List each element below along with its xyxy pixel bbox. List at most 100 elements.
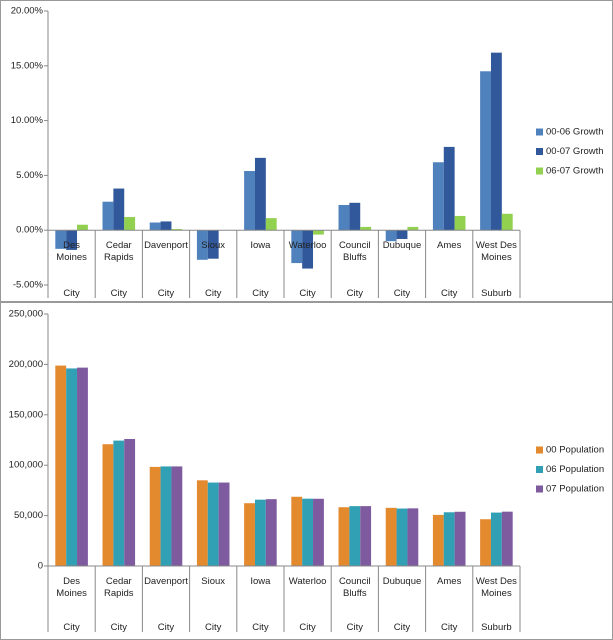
bar	[102, 201, 114, 231]
group-label: City	[346, 288, 363, 299]
bar	[349, 506, 361, 566]
y-tick-label: 5.00%	[16, 170, 43, 181]
group-label: City	[157, 622, 175, 633]
legend-label: 06-07 Growth	[546, 166, 604, 177]
group-label: City	[252, 288, 269, 299]
bar	[302, 230, 314, 269]
bar	[407, 226, 419, 231]
bar	[291, 230, 303, 264]
x-tick-label: Davenport	[144, 240, 188, 251]
group-label: Suburb	[481, 288, 512, 299]
group-label: Suburb	[481, 622, 512, 633]
x-tick-label: Waterloo	[288, 240, 327, 251]
bar	[171, 229, 183, 231]
legend-label: 00-07 Growth	[546, 146, 604, 157]
bar	[396, 230, 408, 239]
x-tick-label: Dubuque	[382, 576, 422, 587]
bar	[265, 499, 277, 566]
y-tick-label: 50,000	[14, 510, 43, 521]
bar	[55, 365, 67, 566]
group-label: City	[393, 622, 411, 633]
bar	[501, 213, 513, 231]
group-label: City	[63, 622, 80, 633]
bar	[291, 496, 303, 566]
x-tick-label: Sioux	[201, 240, 226, 251]
group-label: City	[299, 288, 316, 299]
bar	[149, 222, 161, 231]
legend-label: 00 Population	[546, 445, 604, 456]
legend-swatch	[536, 466, 543, 473]
x-tick-label: Cedar Rapids	[103, 240, 134, 263]
y-tick-label: 150,000	[9, 409, 43, 420]
group-label: City	[252, 622, 269, 633]
bar	[102, 444, 114, 566]
bar	[302, 498, 314, 566]
x-tick-label: Council Bluffs	[338, 240, 371, 263]
bar	[313, 498, 324, 566]
group-label: City	[205, 622, 222, 633]
group-label: City	[157, 288, 175, 299]
bar	[196, 480, 208, 566]
group-label: City	[110, 622, 127, 633]
bar	[207, 482, 219, 566]
x-tick-label: Iowa	[250, 576, 271, 587]
bar	[218, 482, 230, 566]
legend-label: 06 Population	[546, 464, 604, 475]
y-tick-label: 0.00%	[16, 225, 43, 236]
y-tick-label: 100,000	[9, 460, 43, 471]
y-tick-label: 200,000	[9, 359, 43, 370]
x-tick-label: Council Bluffs	[338, 576, 371, 599]
bar	[171, 466, 183, 566]
group-label: City	[205, 288, 222, 299]
bar	[113, 440, 125, 566]
bar	[385, 507, 397, 566]
bar	[313, 230, 324, 235]
bar	[244, 503, 255, 566]
group-label: City	[110, 288, 127, 299]
y-tick-label: 0	[38, 561, 43, 572]
bar	[77, 224, 88, 231]
legend-swatch	[536, 446, 543, 454]
bar	[349, 202, 361, 231]
x-tick-label: Cedar Rapids	[103, 576, 134, 599]
bar	[443, 146, 455, 231]
legend-label: 00-06 Growth	[546, 127, 604, 138]
x-tick-label: Des Moines	[56, 240, 87, 263]
y-tick-label: 15.00%	[11, 60, 44, 71]
bar	[55, 230, 67, 249]
bar	[160, 466, 172, 566]
y-tick-label: 250,000	[9, 309, 43, 320]
bar	[480, 519, 491, 566]
legend-swatch	[536, 485, 543, 493]
x-tick-label: West Des Moines	[475, 240, 517, 263]
bar	[360, 506, 372, 566]
bar	[254, 157, 266, 231]
bar	[501, 511, 513, 566]
x-tick-label: Ames	[437, 576, 462, 587]
bar	[207, 230, 219, 259]
legend-swatch	[536, 148, 543, 155]
bar	[77, 367, 88, 566]
bar	[160, 221, 172, 231]
bar	[480, 71, 491, 231]
bar	[407, 508, 419, 566]
bar	[149, 466, 161, 566]
bar	[244, 171, 255, 231]
legend-swatch	[536, 128, 543, 136]
bar	[360, 226, 372, 231]
group-label: City	[346, 622, 363, 633]
bar	[454, 215, 466, 231]
bar	[338, 204, 350, 231]
bar	[396, 508, 408, 566]
bar	[124, 217, 136, 231]
y-tick-label: 10.00%	[11, 115, 44, 126]
bar	[254, 499, 266, 566]
bar	[196, 230, 208, 260]
bar	[66, 230, 78, 250]
x-tick-label: Iowa	[250, 240, 271, 251]
x-tick-label: Des Moines	[56, 576, 87, 599]
y-tick-label: -5.00%	[13, 280, 44, 291]
group-label: City	[299, 622, 316, 633]
